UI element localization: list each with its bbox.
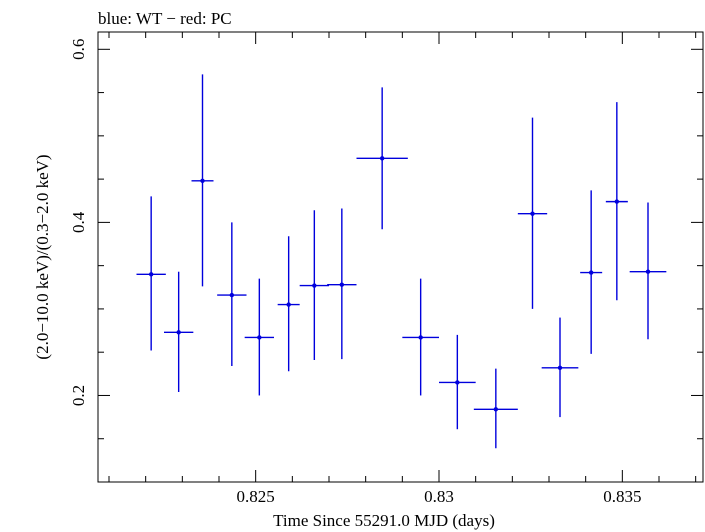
point-marker xyxy=(312,283,317,288)
data-points xyxy=(136,74,667,449)
data-point xyxy=(541,317,579,418)
point-marker xyxy=(418,335,423,340)
data-point xyxy=(277,236,300,372)
y-tick-label: 0.2 xyxy=(69,385,88,406)
data-point xyxy=(164,271,194,392)
point-marker xyxy=(557,365,563,370)
point-marker xyxy=(148,272,154,277)
data-point xyxy=(517,117,548,309)
tick-labels: 0.825 0.83 0.835 0.2 0.4 0.6 xyxy=(69,39,641,506)
point-marker xyxy=(176,330,181,335)
point-marker xyxy=(614,199,620,204)
plot-frame xyxy=(97,31,704,483)
data-point xyxy=(191,74,214,287)
x-tick-label: 0.83 xyxy=(424,487,454,506)
data-point xyxy=(580,190,603,354)
point-marker xyxy=(229,292,235,298)
data-point xyxy=(327,208,357,360)
point-marker xyxy=(339,282,345,287)
x-tick-label: 0.835 xyxy=(603,487,641,506)
data-point xyxy=(629,202,667,340)
chart-title: blue: WT − red: PC xyxy=(98,9,232,28)
point-marker xyxy=(379,156,385,161)
y-axis-label: (2.0−10.0 keV)/(0.3−2.0 keV) xyxy=(33,154,52,359)
data-point xyxy=(136,196,166,351)
x-axis-label: Time Since 55291.0 MJD (days) xyxy=(273,511,495,530)
data-point xyxy=(217,222,247,367)
point-marker xyxy=(200,178,205,184)
point-marker xyxy=(257,335,262,340)
point-marker xyxy=(530,211,535,216)
y-tick-label: 0.4 xyxy=(69,211,88,233)
point-marker xyxy=(455,380,460,385)
data-point xyxy=(473,368,518,449)
point-marker xyxy=(493,407,499,412)
axis-ticks xyxy=(98,32,703,483)
y-tick-label: 0.6 xyxy=(69,39,88,60)
data-point xyxy=(402,278,439,396)
point-marker xyxy=(588,270,594,275)
data-point xyxy=(356,87,408,230)
point-marker xyxy=(645,269,651,274)
data-point xyxy=(299,210,329,360)
point-marker xyxy=(286,302,291,307)
x-tick-label: 0.825 xyxy=(237,487,275,506)
data-point xyxy=(439,334,476,430)
data-point xyxy=(605,102,628,301)
data-point xyxy=(244,278,274,396)
